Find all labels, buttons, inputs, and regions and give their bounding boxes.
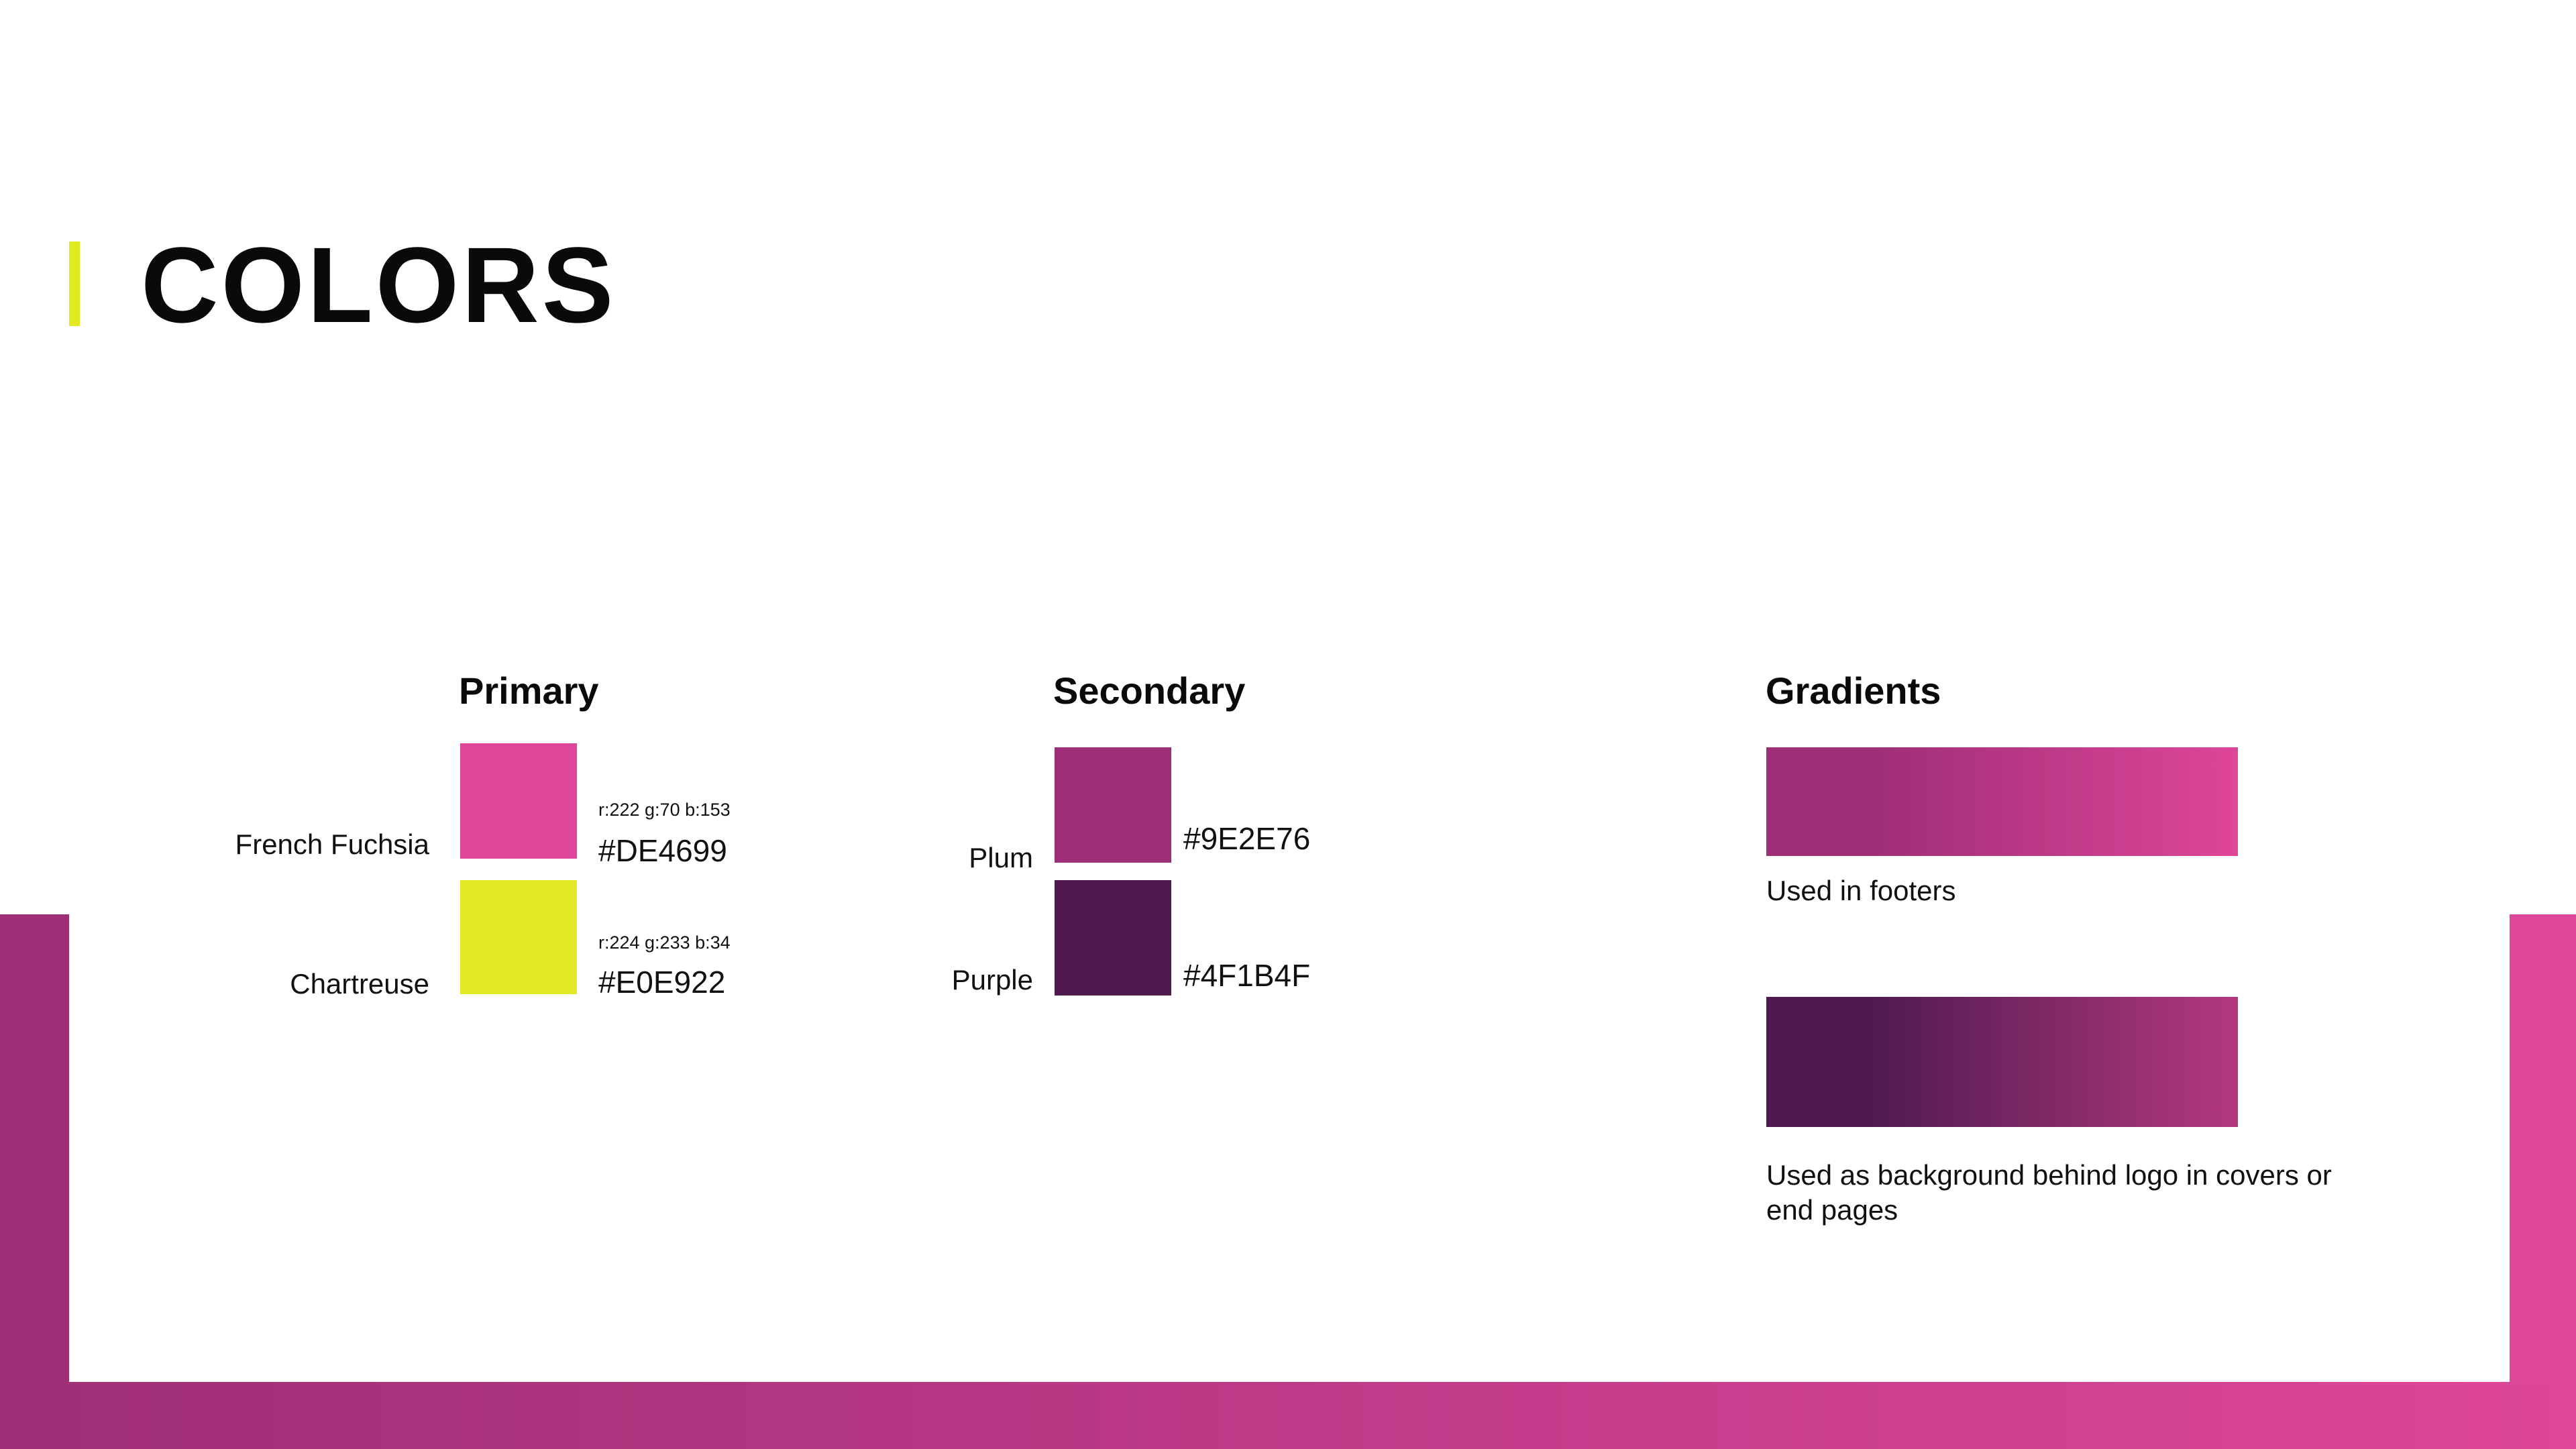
purple-label: Purple xyxy=(951,964,1033,996)
chartreuse-hex: #E0E922 xyxy=(598,965,726,1000)
chartreuse-label: Chartreuse xyxy=(290,968,429,1000)
title-accent-bar xyxy=(69,241,80,326)
french-fuchsia-label: French Fuchsia xyxy=(235,828,429,860)
frame-bottom-bar xyxy=(0,1382,2576,1449)
footer-gradient-swatch xyxy=(1766,747,2238,856)
purple-hex: #4F1B4F xyxy=(1183,958,1311,993)
chartreuse-rgb: r:224 g:233 b:34 xyxy=(598,932,731,953)
primary-heading: Primary xyxy=(459,669,599,712)
frame-left-bar xyxy=(0,914,69,1449)
secondary-heading: Secondary xyxy=(1053,669,1246,712)
footer-gradient-caption: Used in footers xyxy=(1766,875,1956,906)
chartreuse-swatch xyxy=(460,880,577,994)
plum-label: Plum xyxy=(969,842,1033,873)
page-title: COLORS xyxy=(141,225,616,345)
cover-gradient-swatch xyxy=(1766,997,2238,1127)
purple-swatch xyxy=(1055,880,1171,996)
cover-gradient-caption: Used as background behind logo in covers… xyxy=(1766,1159,2332,1226)
french-fuchsia-hex: #DE4699 xyxy=(598,833,727,868)
frame-right-bar xyxy=(2510,914,2576,1449)
french-fuchsia-rgb: r:222 g:70 b:153 xyxy=(598,800,731,820)
plum-hex: #9E2E76 xyxy=(1183,821,1311,856)
french-fuchsia-swatch xyxy=(460,743,577,859)
plum-swatch xyxy=(1055,747,1171,863)
gradients-heading: Gradients xyxy=(1766,669,1941,712)
